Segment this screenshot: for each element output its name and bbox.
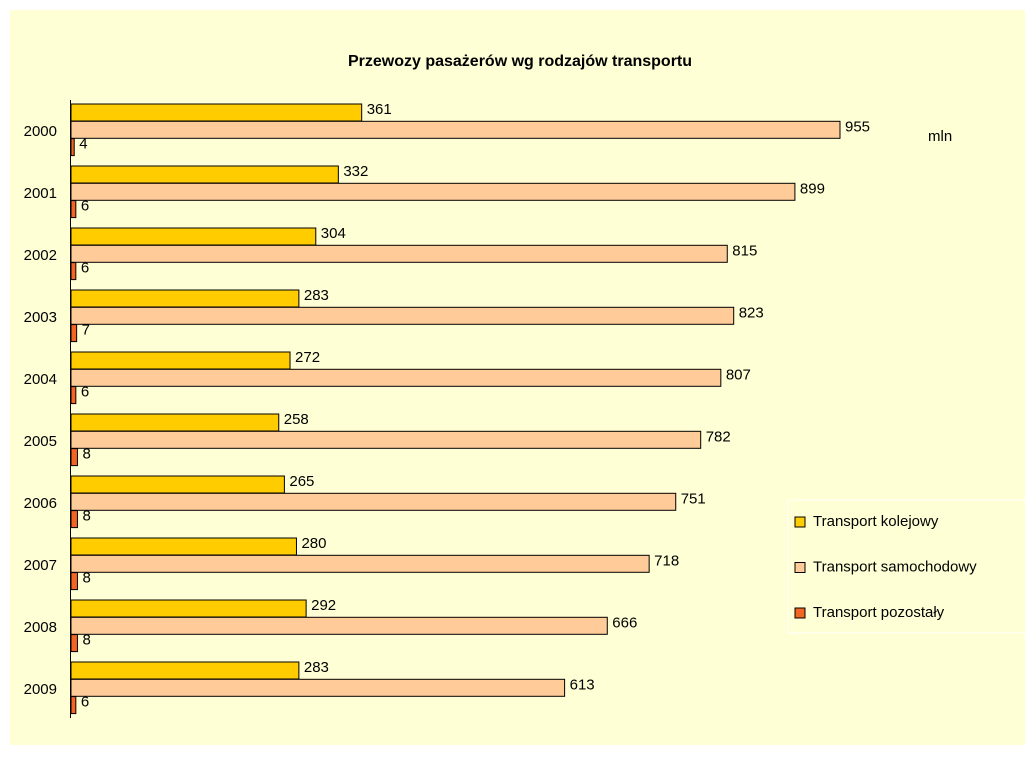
- value-label: 6: [81, 384, 89, 401]
- bar: [70, 475, 285, 494]
- value-label: 258: [284, 411, 309, 428]
- bar: [70, 289, 300, 308]
- value-label: 899: [800, 180, 825, 197]
- value-label: 265: [289, 473, 314, 490]
- legend-swatch: [794, 516, 806, 528]
- y-tick-label: 2006: [24, 495, 57, 512]
- value-label: 4: [79, 136, 87, 153]
- y-tick-label: 2005: [24, 433, 57, 450]
- value-label: 666: [612, 614, 637, 631]
- y-tick-label: 2002: [24, 247, 57, 264]
- y-tick-label: 2003: [24, 309, 57, 326]
- legend-swatch: [794, 562, 806, 573]
- bar: [70, 537, 297, 556]
- value-label: 782: [706, 428, 731, 445]
- bar: [70, 262, 77, 281]
- value-label: 6: [81, 694, 89, 711]
- value-label: 361: [367, 101, 392, 118]
- bar: [70, 661, 300, 680]
- bar: [70, 430, 702, 449]
- value-label: 8: [82, 570, 90, 587]
- bar: [70, 696, 77, 715]
- value-label: 8: [82, 632, 90, 649]
- bar: [70, 368, 722, 387]
- value-label: 8: [82, 446, 90, 463]
- value-label: 280: [301, 535, 326, 552]
- value-label: 7: [82, 322, 90, 339]
- value-label: 8: [82, 508, 90, 525]
- bar: [70, 554, 650, 573]
- bar: [70, 200, 77, 219]
- bar: [70, 599, 307, 618]
- bar: [70, 616, 608, 635]
- bar: [70, 165, 339, 184]
- bar: [70, 634, 78, 653]
- y-tick-label: 2001: [24, 185, 57, 202]
- chart-title: Przewozy pasażerów wg rodzajów transport…: [348, 53, 692, 70]
- legend-label: Transport samochodowy: [813, 558, 977, 575]
- value-label: 955: [845, 118, 870, 135]
- bar: [70, 448, 78, 467]
- value-label: 272: [295, 349, 320, 366]
- value-label: 823: [739, 304, 764, 321]
- value-label: 718: [654, 552, 679, 569]
- y-tick-label: 2004: [24, 371, 57, 388]
- bar: [70, 120, 841, 139]
- value-label: 751: [681, 490, 706, 507]
- legend-swatch: [794, 607, 806, 619]
- value-label: 283: [304, 659, 329, 676]
- bar: [70, 492, 677, 511]
- y-tick-label: 2000: [24, 123, 57, 140]
- bar: [70, 572, 78, 591]
- value-label: 6: [81, 260, 89, 277]
- bar: [70, 103, 363, 122]
- value-label: 613: [570, 676, 595, 693]
- bar: [70, 182, 796, 201]
- y-tick-label: 2007: [24, 557, 57, 574]
- bar: [70, 227, 317, 246]
- value-label: 283: [304, 287, 329, 304]
- value-label: 332: [343, 163, 368, 180]
- legend-label: Transport kolejowy: [813, 513, 939, 530]
- bar: [70, 306, 735, 325]
- unit-label: mln: [928, 128, 952, 145]
- bar: [70, 351, 291, 370]
- y-tick-label: 2008: [24, 619, 57, 636]
- value-label: 292: [311, 597, 336, 614]
- value-label: 815: [732, 242, 757, 259]
- y-tick-label: 2009: [24, 681, 57, 698]
- bar: [70, 324, 78, 343]
- bar: [70, 138, 75, 157]
- bar: [70, 413, 280, 432]
- legend-label: Transport pozostały: [813, 604, 945, 621]
- value-label: 807: [726, 366, 751, 383]
- value-label: 304: [321, 225, 346, 242]
- legend-box: [787, 499, 1031, 634]
- bar: [70, 386, 77, 405]
- value-label: 6: [81, 198, 89, 215]
- bar: [70, 510, 78, 529]
- bar: [70, 244, 728, 263]
- bar: [70, 678, 566, 697]
